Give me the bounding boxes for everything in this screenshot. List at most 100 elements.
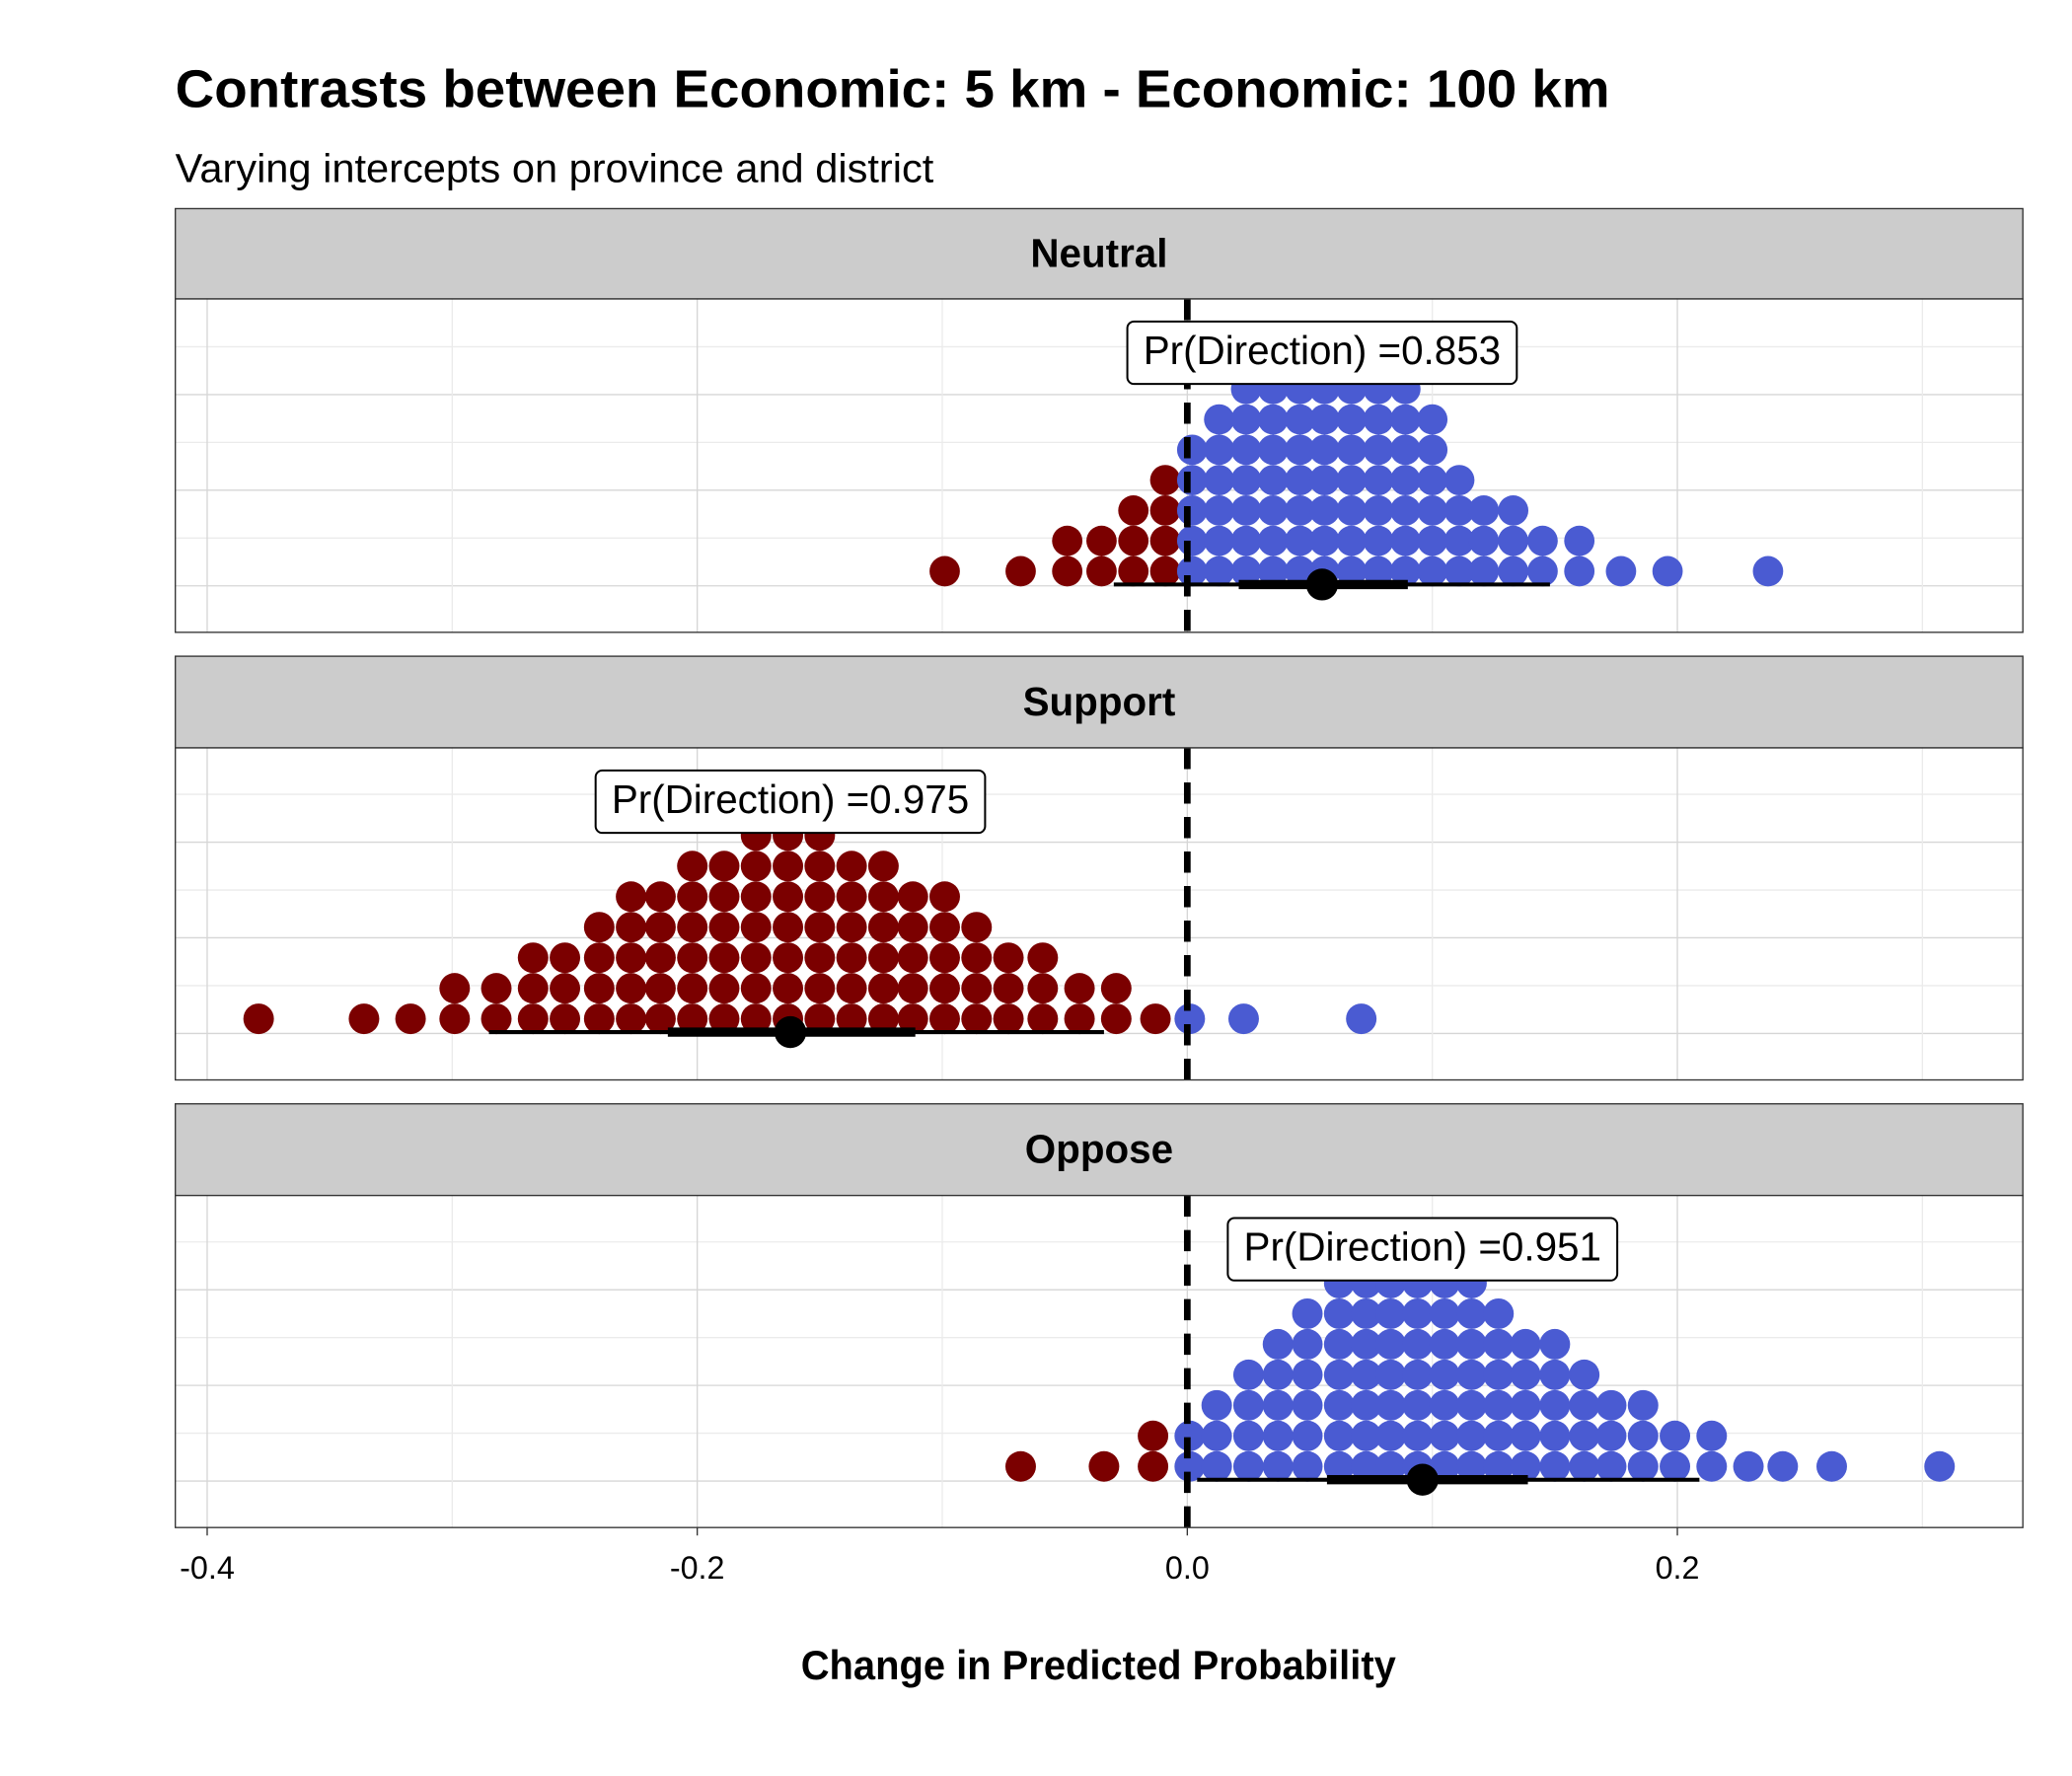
dot (1468, 555, 1500, 587)
dot (929, 881, 960, 913)
dot (1176, 555, 1208, 587)
panel-border (175, 747, 2024, 1081)
panel-border (175, 298, 2024, 633)
dot (929, 555, 960, 587)
dots (1004, 1268, 1956, 1482)
dot (1232, 1420, 1264, 1451)
dot (677, 851, 708, 882)
dot (677, 973, 708, 1004)
dot (1064, 1003, 1095, 1035)
dot (1417, 555, 1448, 587)
dot (1232, 1389, 1264, 1421)
dot (1262, 1359, 1294, 1390)
dot (1204, 434, 1235, 466)
dot (517, 942, 549, 974)
dot (740, 1003, 772, 1035)
dot (1402, 1420, 1434, 1451)
dot (708, 973, 740, 1004)
dot (1539, 1359, 1571, 1390)
median-point (1406, 1463, 1439, 1496)
dot (1351, 1389, 1382, 1421)
dot (616, 942, 647, 974)
strip-label: Support (1023, 679, 1176, 724)
dot (1363, 404, 1394, 435)
dot (1285, 434, 1315, 466)
dot (583, 1003, 615, 1035)
dot (1510, 1389, 1541, 1421)
dot (1455, 1297, 1487, 1329)
dot (1201, 1450, 1232, 1482)
dot (1483, 1389, 1515, 1421)
dot (1149, 465, 1181, 496)
dot (677, 1003, 708, 1035)
dot (1118, 495, 1149, 526)
dot (1483, 1297, 1515, 1329)
dot (961, 973, 993, 1004)
dot (1429, 1328, 1460, 1360)
dot (1176, 434, 1208, 466)
x-tick-label: -0.4 (180, 1550, 235, 1586)
dot (740, 942, 772, 974)
dot (1292, 1359, 1323, 1390)
annotation-box (1226, 1217, 1619, 1282)
dot (1374, 1450, 1406, 1482)
dot (1257, 434, 1289, 466)
dot (1227, 1003, 1259, 1035)
dot (348, 1003, 380, 1035)
dot (1176, 525, 1208, 556)
dot (773, 942, 804, 974)
dot (1323, 1297, 1355, 1329)
chart-title: Contrasts between Economic: 5 km - Econo… (176, 60, 1610, 119)
dot (1285, 404, 1315, 435)
dot (583, 942, 615, 974)
dot (1336, 495, 1368, 526)
dot (1323, 1389, 1355, 1421)
dot (1204, 495, 1235, 526)
dot (616, 912, 647, 943)
dot (1118, 555, 1149, 587)
dot (1004, 1450, 1036, 1482)
dot (1539, 1389, 1571, 1421)
dot (1605, 555, 1637, 587)
dot (1262, 1328, 1294, 1360)
dot (1138, 1450, 1169, 1482)
dot (1309, 404, 1340, 435)
panel: Neutral Pr(Direction) =0.853 (175, 207, 2024, 633)
dot (1285, 495, 1315, 526)
dot (1443, 555, 1475, 587)
dot (1204, 404, 1235, 435)
dot (1483, 1450, 1515, 1482)
dot (1257, 495, 1289, 526)
dot (1027, 973, 1059, 1004)
dot (1417, 495, 1448, 526)
dot (1569, 1450, 1600, 1482)
dot (708, 881, 740, 913)
dot (1323, 1328, 1355, 1360)
dot (1292, 1420, 1323, 1451)
dot (1336, 555, 1368, 587)
dot (1483, 1328, 1515, 1360)
dot (1374, 1359, 1406, 1390)
dot (773, 851, 804, 882)
dot (836, 851, 867, 882)
annotation-box (594, 769, 987, 835)
dot (1389, 495, 1421, 526)
dot (708, 851, 740, 882)
dot (1564, 555, 1595, 587)
dot (1363, 495, 1394, 526)
dot (517, 973, 549, 1004)
dot (1363, 465, 1394, 496)
dot (1539, 1328, 1571, 1360)
dot (1088, 1450, 1120, 1482)
dot (1086, 555, 1117, 587)
dot (1285, 525, 1315, 556)
dot (1733, 1450, 1764, 1482)
dot (1752, 555, 1784, 587)
dot (1232, 1359, 1264, 1390)
dot (1402, 1389, 1434, 1421)
dot (929, 973, 960, 1004)
dot (929, 1003, 960, 1035)
dot (1660, 1420, 1691, 1451)
dot (804, 912, 836, 943)
dot (1498, 555, 1529, 587)
